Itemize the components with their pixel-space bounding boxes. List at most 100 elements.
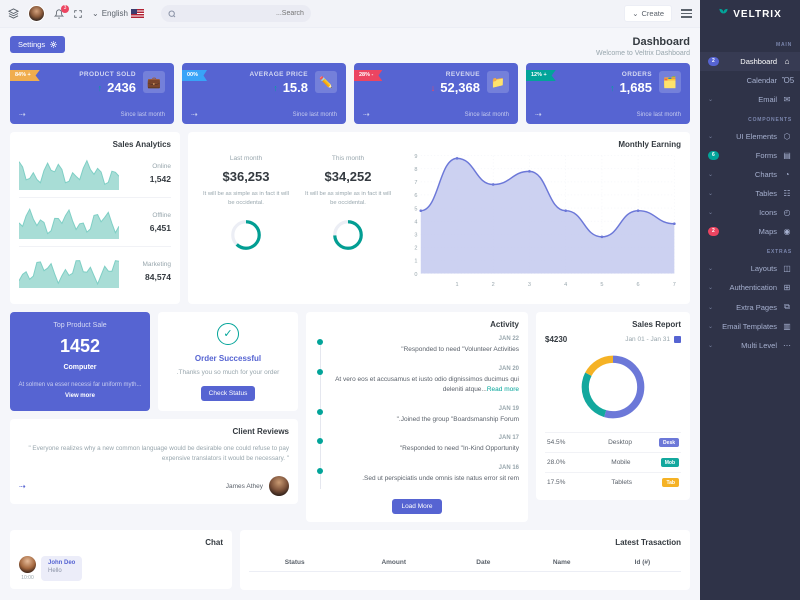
sidebar-item-authentication[interactable]: ⌄ Authentication ⊞ <box>700 278 800 297</box>
chat-bubble: John Deo Hello <box>41 555 83 581</box>
stat-since: Since last month <box>464 111 509 118</box>
stat-top: AVERAGE PRICE ↑ 15.8 ✏️ <box>191 71 337 95</box>
order-title: Order Successful <box>194 353 262 363</box>
activity-item: JAN 16 .Sed ut perspiciatis unde omnis i… <box>317 465 519 495</box>
avatar <box>269 476 289 497</box>
stat-card[interactable]: 00% AVERAGE PRICE ↑ 15.8 ✏️ ⇢ Since last… <box>182 63 346 124</box>
brand[interactable]: VELTRIX <box>700 0 800 28</box>
sidebar-item-label: Email <box>758 95 777 104</box>
settings-button[interactable]: Settings <box>10 36 66 53</box>
stat-card[interactable]: 84% + PRODUCT SOLD ↑ 2436 💼 ⇢ Since last… <box>10 63 174 124</box>
language-selector[interactable]: ⌄ English <box>92 9 144 18</box>
stat-link-icon[interactable]: ⇢ <box>19 110 26 119</box>
lock-icon: ⊞ <box>783 283 791 292</box>
sidebar-item-ui-elements[interactable]: ⌄ UI Elements ⬡ <box>700 127 800 146</box>
stat-top: PRODUCT SOLD ↑ 2436 💼 <box>19 71 165 95</box>
sales-analytics-meta: Offline 6,451 <box>150 212 171 233</box>
stat-link-icon[interactable]: ⇢ <box>535 110 542 119</box>
layers-icon[interactable] <box>8 8 19 19</box>
activity-text: .Sed ut perspiciatis unde omnis iste nat… <box>362 475 519 483</box>
stat-since: Since last month <box>120 111 165 118</box>
sales-analytics-value: 6,451 <box>149 222 171 233</box>
stat-number: 2436 <box>107 80 136 95</box>
top-bar: 3 ⌄ English ⌄ Create <box>0 0 700 28</box>
review-author-block: James Athey <box>225 476 289 497</box>
sales-report-panel: Sales Report $4230 Jan 01 - Jan 31 54.5%… <box>536 312 690 501</box>
stats-row: 84% + PRODUCT SOLD ↑ 2436 💼 ⇢ Since last… <box>0 61 700 124</box>
activity-text: "Responded to need "In-Kind Opportunity <box>399 445 519 453</box>
activity-item: JAN 22 "Responded to need "Volunteer Act… <box>317 336 519 366</box>
stat-link-icon[interactable]: ⇢ <box>363 110 370 119</box>
bell-badge: 3 <box>61 4 69 13</box>
brand-name: VELTRIX <box>733 8 782 20</box>
bell-icon[interactable]: 3 <box>54 4 69 19</box>
sidebar-item-multi-level[interactable]: ⌄ Multi Level ⋯ <box>700 336 800 355</box>
sidebar-item-charts[interactable]: ⌄ Charts ◔ <box>700 165 800 184</box>
sidebar-item-extra-pages[interactable]: ⌄ Extra Pages ⧉ <box>700 297 800 317</box>
sales-analytics-name: Online <box>152 162 171 170</box>
sidebar-item-layouts[interactable]: ⌄ Layouts ◫ <box>700 259 800 278</box>
sparkline-chart <box>19 159 119 190</box>
stat-footer: ⇢ Since last month <box>535 110 681 119</box>
avatar <box>19 555 36 573</box>
check-status-button[interactable]: Check Status <box>200 385 256 401</box>
search-input[interactable] <box>180 10 304 17</box>
activity-timeline-line <box>320 342 322 489</box>
timeline-dot-icon <box>317 438 323 445</box>
sidebar-item-maps[interactable]: 2 Maps ◉ <box>700 222 800 241</box>
legend-name: Desktop <box>608 439 632 447</box>
sidebar-item-email[interactable]: ⌄ Email ✉ <box>700 90 800 109</box>
sidebar-item-dashboard[interactable]: 2 Dashboard ⌂ <box>700 52 800 71</box>
legend-pct: 17.5% <box>547 479 566 487</box>
sales-report-legend: 54.5% Desktop Desk 28.0% Mobile Mob 17.5… <box>545 432 681 492</box>
sales-report-header: $4230 Jan 01 - Jan 31 <box>545 335 681 344</box>
legend-tag: Mob <box>660 458 679 468</box>
search-box[interactable] <box>160 5 311 22</box>
read-more-link[interactable]: Read more <box>486 385 519 393</box>
sidebar-item-label: Authentication <box>729 283 777 292</box>
date-range-selector[interactable]: Jan 01 - Jan 31 <box>625 336 681 344</box>
stat-card[interactable]: 28% - REVENUE ↓ 52,368 📁 ⇢ Since last mo… <box>354 63 518 124</box>
calendar-icon: Ὄ5 <box>782 76 795 85</box>
month-desc: It will be as simple as in fact it will … <box>304 191 391 207</box>
create-button[interactable]: ⌄ Create <box>624 5 672 22</box>
sidebar-item-calendar[interactable]: Calendar Ὄ5 <box>700 71 800 90</box>
sidebar-menu: MAIN 2 Dashboard ⌂ Calendar Ὄ5 ⌄ Email ✉… <box>700 28 800 355</box>
fullscreen-icon[interactable] <box>73 9 83 19</box>
review-author-name: James Athey <box>225 482 263 490</box>
sidebar-item-label: Icons <box>759 208 777 217</box>
client-reviews-title: Client Reviews <box>232 426 289 436</box>
timeline-dot-icon <box>317 369 323 376</box>
sidebar-badge: 2 <box>708 227 719 236</box>
file-clock-icon: 🗂️ <box>659 71 681 93</box>
stat-link-icon[interactable]: ⇢ <box>191 110 198 119</box>
legend-tag: Tab <box>662 478 679 488</box>
chevron-down-icon: ⌄ <box>708 324 714 330</box>
activity-title: Activity <box>490 320 519 330</box>
hamburger-icon[interactable] <box>681 9 692 18</box>
sidebar-item-icons[interactable]: ⌄ Icons ◴ <box>700 203 800 222</box>
sales-analytics-row: Offline 6,451 <box>19 198 171 247</box>
activity-text: "Responded to need "Volunteer Activities <box>401 346 519 354</box>
user-avatar[interactable] <box>28 5 45 22</box>
sidebar: VELTRIX MAIN 2 Dashboard ⌂ Calendar Ὄ5 ⌄… <box>700 0 800 600</box>
ellipsis-icon: ⋯ <box>783 341 791 350</box>
folder-icon: 📁 <box>487 71 509 93</box>
settings-label: Settings <box>18 40 46 49</box>
table-row[interactable] <box>249 571 681 582</box>
monthly-earning-column: This month $34,252 It will be as simple … <box>299 155 397 296</box>
load-more-button[interactable]: Load More <box>392 498 442 514</box>
view-more-link[interactable]: View more <box>65 392 95 399</box>
sidebar-item-tables[interactable]: ⌄ Tables ☷ <box>700 184 800 203</box>
svg-text:6: 6 <box>637 282 640 288</box>
sidebar-item-email-templates[interactable]: ⌄ Email Templates ▥ <box>700 317 800 336</box>
stat-card[interactable]: 12% + ORDERS ↑ 1,685 🗂️ ⇢ Since last mon… <box>526 63 690 124</box>
month-desc: It will be as simple as in fact it will … <box>202 191 289 207</box>
activity-date: JAN 22 <box>498 336 519 343</box>
create-label: Create <box>641 9 664 18</box>
sales-report-title: Sales Report <box>632 320 681 330</box>
top-product-caption: Top Product Sale <box>53 322 107 330</box>
sidebar-item-forms[interactable]: 6 Forms ▤ <box>700 146 800 165</box>
analytics-row: Sales Analytics Online 1,542 Offline 6,4… <box>0 124 700 305</box>
arrow-right-icon[interactable]: ⇢ <box>19 481 26 491</box>
